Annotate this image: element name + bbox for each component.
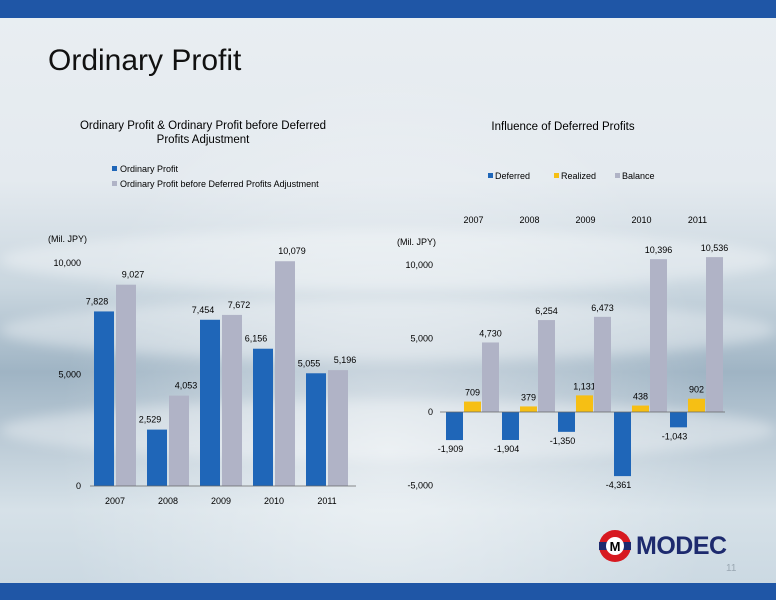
y-tick-label: 5,000 — [410, 334, 433, 344]
bar — [632, 405, 649, 412]
bar — [94, 311, 114, 486]
bar — [169, 395, 189, 486]
data-label: 4,730 — [479, 328, 502, 338]
bottom-bar — [0, 583, 776, 600]
unit-label: (Mil. JPY) — [48, 234, 87, 244]
bar — [147, 429, 167, 486]
data-label: 10,079 — [278, 246, 306, 256]
legend-swatch — [112, 181, 117, 186]
y-tick-label: -5,000 — [407, 481, 433, 491]
legend-swatch — [488, 173, 493, 178]
y-tick-label: 10,000 — [405, 260, 433, 270]
x-tick-label: 2008 — [158, 496, 178, 506]
chart-title: Influence of Deferred Profits — [491, 121, 634, 133]
data-label: 6,473 — [591, 303, 614, 313]
top-bar — [0, 0, 776, 18]
data-label: -1,350 — [550, 436, 576, 446]
x-tick-label: 2007 — [463, 215, 483, 225]
x-tick-label: 2009 — [575, 215, 595, 225]
x-tick-label: 2011 — [688, 215, 707, 225]
y-tick-label: 5,000 — [58, 370, 81, 380]
logo-text: MODEC — [636, 532, 727, 560]
svg-text:M: M — [610, 539, 621, 554]
data-label: 10,536 — [701, 243, 729, 253]
data-label: 7,828 — [86, 296, 109, 306]
legend-label: Realized — [561, 171, 596, 181]
bar — [576, 395, 593, 412]
legend-swatch — [615, 173, 620, 178]
data-label: 5,196 — [334, 355, 357, 365]
modec-logo: M MODEC — [598, 528, 738, 564]
y-tick-label: 10,000 — [53, 258, 81, 268]
data-label: 7,454 — [192, 305, 215, 315]
legend-label: Balance — [622, 171, 655, 181]
data-label: -1,909 — [438, 444, 464, 454]
bar — [446, 412, 463, 441]
bar — [464, 401, 481, 412]
bar — [650, 259, 667, 412]
bar — [670, 412, 687, 428]
modec-logo-icon: M — [599, 530, 631, 562]
data-label: -4,361 — [606, 480, 632, 490]
data-label: 9,027 — [122, 270, 145, 280]
x-tick-label: 2008 — [519, 215, 539, 225]
x-tick-label: 2007 — [105, 496, 125, 506]
data-label: 379 — [521, 392, 536, 402]
data-label: 2,529 — [139, 415, 162, 425]
bar — [116, 284, 136, 486]
legend-swatch — [554, 173, 559, 178]
bar — [538, 320, 555, 412]
x-tick-label: 2010 — [631, 215, 651, 225]
wave-decoration — [0, 230, 776, 290]
legend-swatch — [112, 166, 117, 171]
data-label: 4,053 — [175, 381, 198, 391]
data-label: 1,131 — [573, 381, 596, 391]
bar — [520, 406, 537, 412]
legend-label: Ordinary Profit — [120, 164, 179, 174]
data-label: -1,904 — [494, 444, 520, 454]
legend-label: Ordinary Profit before Deferred Profits … — [120, 179, 319, 189]
y-tick-label: 0 — [428, 407, 433, 417]
bar — [594, 316, 611, 412]
data-label: 438 — [633, 392, 648, 402]
data-label: 10,396 — [645, 245, 673, 255]
bar — [275, 261, 295, 486]
bar — [200, 319, 220, 486]
chart-title: Profits Adjustment — [157, 134, 250, 146]
bar — [558, 412, 575, 432]
unit-label: (Mil. JPY) — [397, 237, 436, 247]
data-label: -1,043 — [662, 431, 688, 441]
chart-title: Ordinary Profit & Ordinary Profit before… — [80, 120, 326, 132]
bar — [688, 398, 705, 412]
bar — [502, 412, 519, 440]
data-label: 6,254 — [535, 306, 558, 316]
legend-label: Deferred — [495, 171, 530, 181]
x-tick-label: 2010 — [264, 496, 284, 506]
data-label: 6,156 — [245, 334, 268, 344]
page-number: 11 — [726, 563, 737, 574]
bar — [706, 257, 723, 412]
bar — [482, 342, 499, 412]
data-label: 709 — [465, 388, 480, 398]
y-tick-label: 0 — [76, 481, 81, 491]
bar — [306, 373, 326, 486]
data-label: 7,672 — [228, 300, 251, 310]
bar — [614, 412, 631, 477]
bar — [253, 348, 273, 486]
bar — [222, 314, 242, 486]
data-label: 902 — [689, 385, 704, 395]
x-tick-label: 2009 — [211, 496, 231, 506]
data-label: 5,055 — [298, 358, 321, 368]
x-tick-label: 2011 — [317, 496, 336, 506]
page-title: Ordinary Profit — [48, 44, 242, 77]
bar — [328, 370, 348, 486]
